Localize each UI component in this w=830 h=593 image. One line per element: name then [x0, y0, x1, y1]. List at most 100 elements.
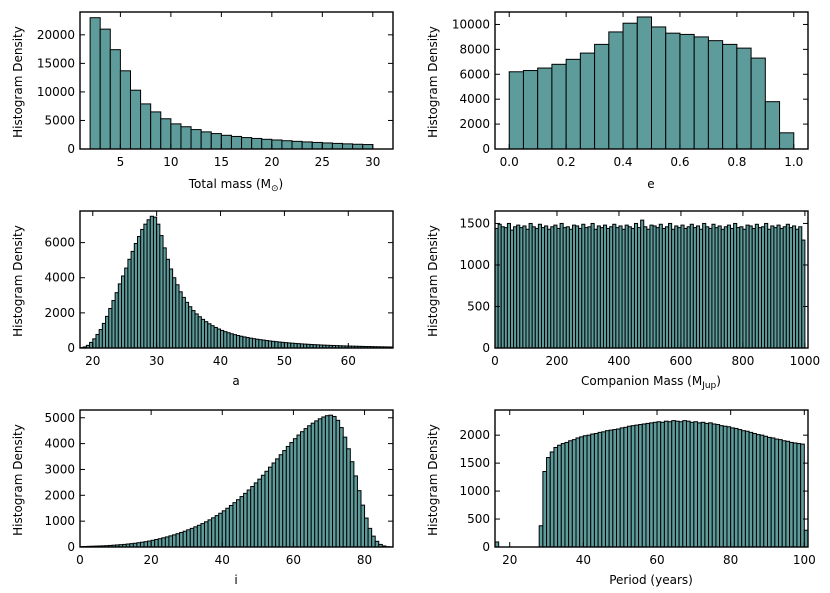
x-axis-title: e	[647, 177, 654, 191]
histogram-bar	[549, 451, 555, 548]
histogram-bar	[568, 440, 573, 548]
histogram-bar	[282, 450, 287, 548]
histogram-bar	[608, 429, 614, 548]
histogram-bar	[715, 424, 721, 548]
x-tick-label: 80	[723, 553, 738, 567]
panel-total-mass: 5 10 15 20 25 30 0 5000 10000 15000 20000 Total ma…	[11, 11, 394, 194]
histogram-bar	[781, 440, 787, 548]
x-tick-label: 40	[213, 354, 228, 368]
x-tick-label: 20	[85, 354, 100, 368]
histogram-bar	[553, 446, 559, 548]
histogram-bar	[339, 427, 344, 548]
histogram-bar	[579, 436, 584, 548]
histogram-bar	[792, 442, 798, 548]
histogram-bar	[289, 442, 294, 548]
histogram-bar	[168, 535, 173, 548]
histogram-bar	[335, 419, 341, 548]
y-tick-label: 2000	[459, 117, 490, 131]
histogram-bar	[704, 422, 710, 548]
histogram-bar	[251, 137, 263, 150]
histogram-bar	[763, 435, 768, 548]
x-tick-label: 0.8	[727, 155, 746, 169]
histogram-bar	[679, 33, 695, 150]
histogram-bar	[612, 429, 618, 548]
x-tick-label: 10	[163, 155, 178, 169]
y-tick-label: 1500	[459, 216, 490, 230]
histogram-bar	[748, 431, 754, 548]
y-tick-label: 5000	[44, 113, 75, 127]
histogram-bar	[296, 434, 302, 548]
y-tick-label: 4000	[44, 437, 75, 451]
histogram-bar	[689, 421, 695, 548]
x-tick-label: 5	[117, 155, 125, 169]
histogram-bar	[332, 415, 337, 548]
histogram-bar	[139, 541, 145, 548]
histogram-bar	[537, 67, 553, 150]
histogram-bar	[228, 505, 234, 548]
histogram-bar	[663, 420, 669, 548]
x-tick-label: 60	[341, 354, 356, 368]
histogram-bar	[571, 439, 577, 548]
histogram-bar	[250, 486, 255, 548]
histogram-bar	[682, 420, 687, 548]
plot-frame	[494, 210, 809, 349]
histogram-bar	[374, 540, 380, 548]
histogram-bar	[129, 89, 142, 150]
histogram-bar	[180, 126, 192, 150]
histogram-bar	[190, 129, 202, 150]
histogram-bar	[590, 433, 595, 548]
histogram-bar	[564, 441, 570, 548]
histogram-bar	[778, 439, 783, 548]
histogram-bar	[575, 437, 581, 548]
histogram-bar	[719, 425, 724, 548]
histogram-bar	[785, 440, 791, 548]
x-tick-label: 50	[277, 354, 292, 368]
histogram-bar	[170, 123, 182, 150]
x-tick-label: 800	[731, 354, 754, 368]
histogram-bar	[697, 422, 702, 548]
plot-frame	[494, 409, 809, 548]
histogram-bar	[671, 420, 676, 548]
histogram-bar	[774, 438, 780, 548]
plot-frame	[494, 11, 809, 150]
histogram-bar	[346, 448, 351, 548]
histogram-bar	[660, 421, 665, 548]
histogram-bar	[171, 534, 177, 548]
x-tick-label: 0	[76, 553, 84, 567]
x-axis-title: i	[234, 573, 237, 587]
histogram-bar	[759, 434, 765, 548]
histogram-bar	[579, 52, 596, 150]
y-tick-label: 4000	[459, 92, 490, 106]
x-tick-label: 400	[608, 354, 631, 368]
histogram-bar	[800, 443, 805, 548]
histogram-bar	[331, 142, 344, 150]
histogram-bar	[221, 510, 227, 548]
histogram-bar	[218, 512, 223, 548]
histogram-bar	[281, 140, 293, 150]
histogram-bar	[616, 428, 621, 548]
histogram-bar	[560, 443, 566, 548]
y-tick-label: 0	[67, 341, 75, 355]
histogram-bar	[243, 492, 248, 548]
histogram-bar	[726, 426, 732, 548]
histogram-bar	[160, 118, 172, 150]
histogram-bar	[665, 32, 681, 150]
histogram-bar	[360, 504, 366, 548]
y-tick-label: 1500	[459, 456, 490, 470]
histogram-bar	[645, 422, 651, 548]
y-tick-label: 20000	[37, 28, 75, 42]
histogram-bar	[285, 445, 291, 548]
histogram-bar	[736, 47, 752, 150]
histogram-bar	[364, 517, 369, 548]
histogram-bar	[656, 421, 662, 548]
histogram-bar	[303, 428, 309, 548]
y-tick-label: 0	[482, 142, 490, 156]
y-axis-title: Histogram Density	[11, 26, 25, 138]
y-tick-label: 2000	[44, 306, 75, 320]
histogram-bar	[154, 539, 159, 548]
histogram-bar	[601, 431, 606, 548]
plot-frame	[79, 409, 394, 548]
y-tick-label: 2000	[44, 488, 75, 502]
